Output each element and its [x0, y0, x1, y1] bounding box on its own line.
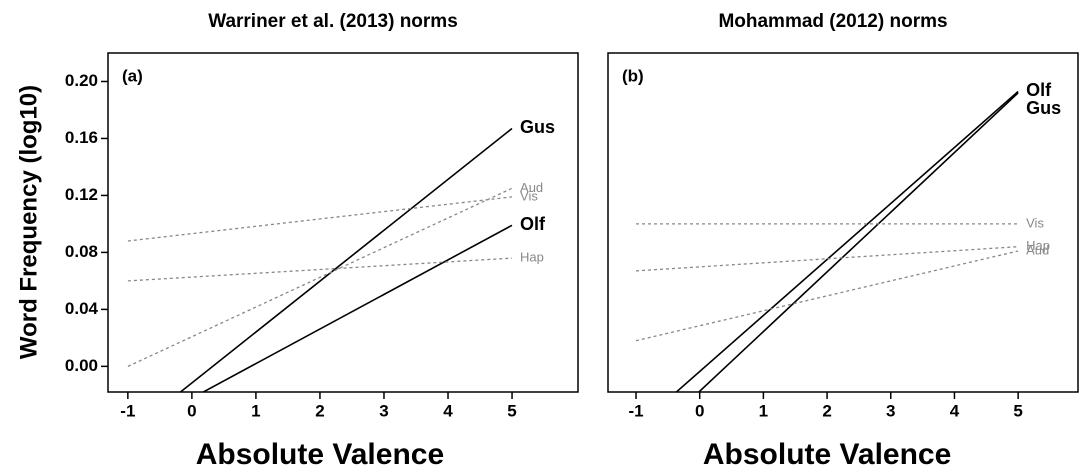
series-label: Gus: [1026, 98, 1061, 118]
y-tick-label: 0.08: [65, 242, 98, 261]
plot-frame: [607, 52, 1079, 393]
plot-area: [635, 90, 1019, 392]
line-series: [179, 127, 513, 392]
x-tick-label: 1: [251, 401, 260, 420]
series-label: Vis: [1026, 215, 1044, 230]
line-series: [127, 187, 513, 367]
x-tick-label: 1: [759, 401, 768, 420]
x-tick-label: 5: [1013, 401, 1022, 420]
x-tick-label: -1: [120, 401, 135, 420]
series-label: Aud: [1026, 242, 1049, 257]
y-tick-label: 0.16: [65, 128, 98, 147]
line-series: [635, 250, 1019, 342]
x-axis-title: Absolute Valence: [703, 438, 951, 471]
line-series: [675, 90, 1019, 392]
plot-area: [127, 127, 513, 392]
series-label: Aud: [520, 180, 543, 195]
y-axis-title: Word Frequency (log10): [15, 85, 42, 359]
x-tick-label: 0: [187, 401, 196, 420]
line-series: [127, 257, 513, 282]
x-tick-label: 4: [443, 401, 453, 420]
series-label: Hap: [520, 250, 544, 265]
panel-label: (a): [122, 66, 143, 85]
x-axis-title: Absolute Valence: [196, 438, 444, 471]
x-tick-label: 2: [315, 401, 324, 420]
plot-frame: [107, 52, 579, 393]
x-tick-label: -1: [628, 401, 643, 420]
x-tick-label: 5: [507, 401, 516, 420]
y-tick-label: 0.20: [65, 71, 98, 90]
y-tick-label: 0.04: [65, 299, 99, 318]
line-series: [635, 246, 1019, 272]
series-label: Gus: [520, 117, 555, 137]
series-label: Olf: [520, 214, 546, 234]
x-tick-label: 3: [379, 401, 388, 420]
series-label: Vis: [520, 188, 538, 203]
chart-title: Warriner et al. (2013) norms: [208, 11, 458, 32]
x-tick-label: 3: [886, 401, 895, 420]
series-label: Hap: [1026, 238, 1050, 253]
panel-label: (b): [622, 66, 644, 85]
y-tick-label: 0.12: [65, 185, 98, 204]
line-series: [127, 196, 513, 242]
x-tick-label: 4: [950, 401, 960, 420]
line-series: [697, 92, 1019, 392]
x-tick-label: 0: [695, 401, 704, 420]
series-label: Olf: [1026, 80, 1052, 100]
line-series: [201, 224, 513, 392]
x-tick-label: 2: [822, 401, 831, 420]
chart-title: Mohammad (2012) norms: [718, 11, 947, 32]
y-tick-label: 0.00: [65, 356, 98, 375]
